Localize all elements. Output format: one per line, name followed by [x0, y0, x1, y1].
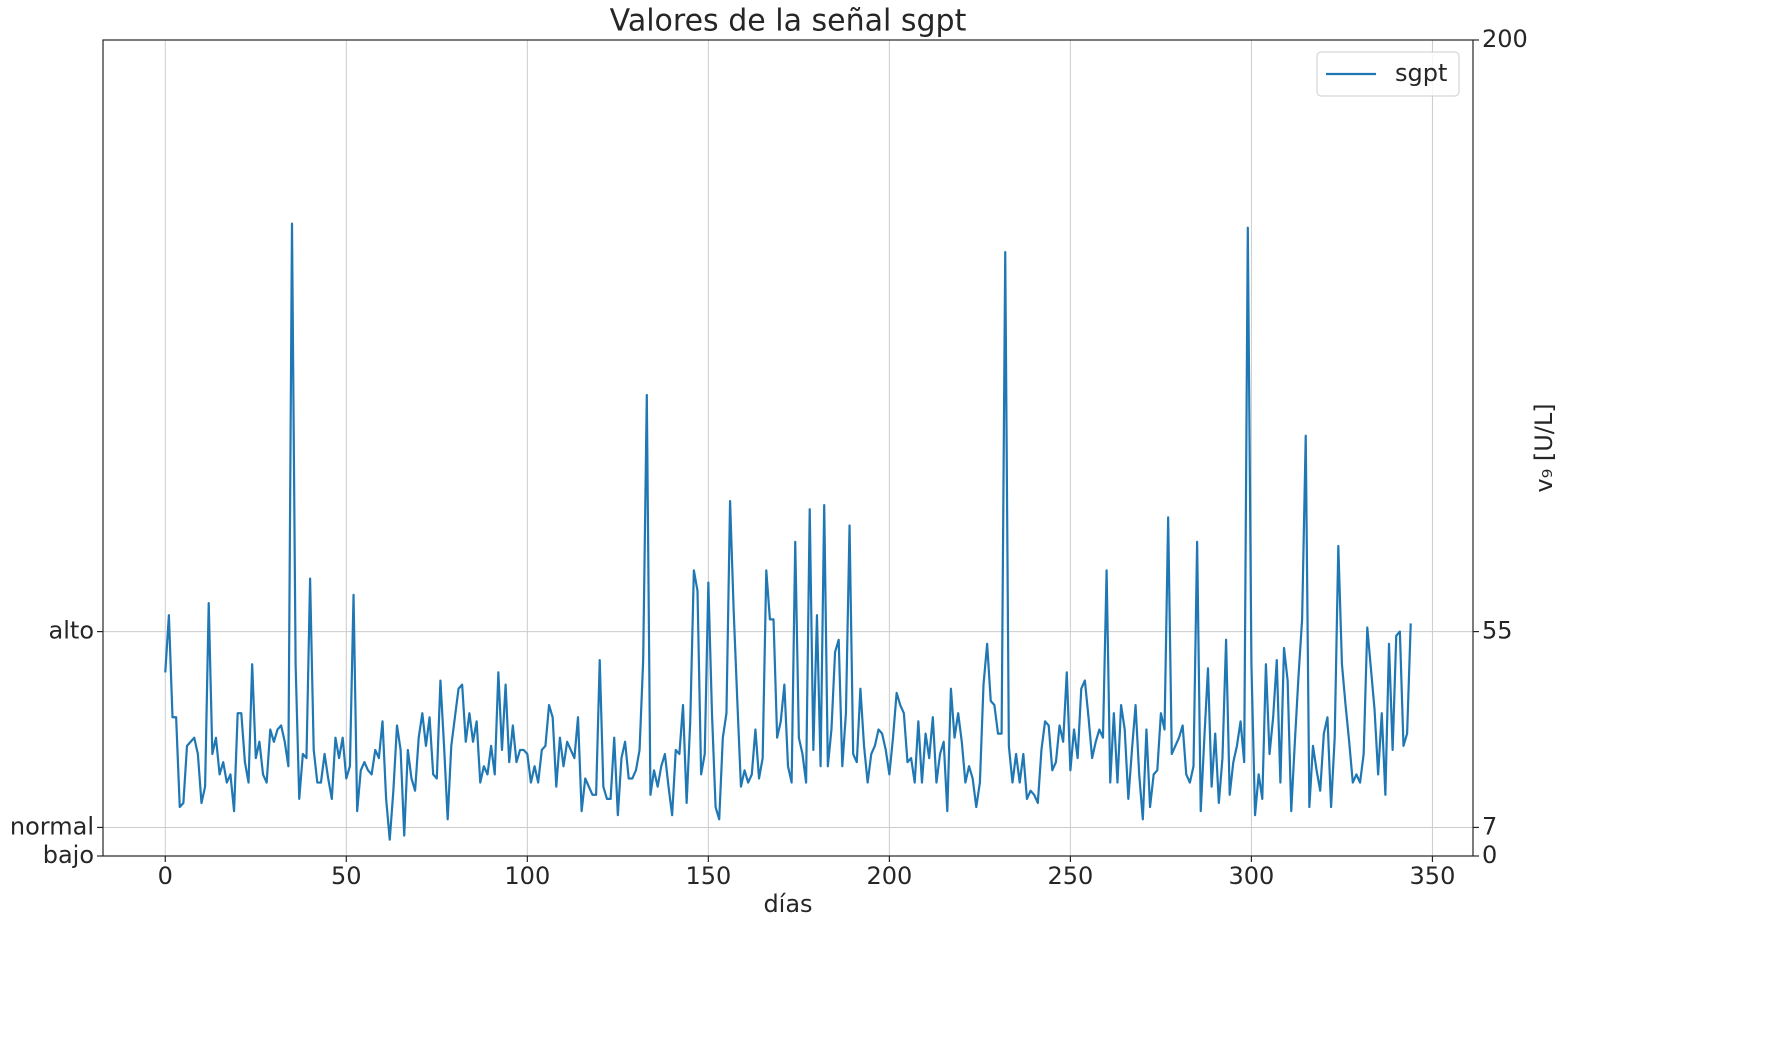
x-tick-label: 150: [685, 862, 731, 890]
y2-tick-label: 55: [1482, 617, 1513, 645]
chart-title: Valores de la señal sgpt: [610, 4, 967, 39]
x-axis-label: días: [763, 890, 812, 918]
y-tick-label: alto: [49, 617, 94, 645]
y2-axis-label: v₉ [U/L]: [1530, 403, 1558, 492]
grid: [103, 40, 1473, 857]
y2-tick-label: 7: [1482, 812, 1497, 840]
x-tick-label: 50: [331, 862, 362, 890]
x-tick-label: 350: [1410, 862, 1456, 890]
y2-tick-label: 200: [1482, 25, 1528, 53]
data-line: [164, 222, 1412, 841]
plot-frame: [102, 39, 1474, 857]
x-tick-label: 100: [504, 862, 550, 890]
y-tick-label: normal: [10, 812, 94, 840]
legend-label: sgpt: [1395, 59, 1447, 87]
legend-box: [1316, 51, 1460, 97]
x-tick-label: 0: [158, 862, 173, 890]
x-tick-label: 300: [1229, 862, 1275, 890]
y-tick-label: bajo: [43, 841, 94, 869]
x-tick-label: 250: [1047, 862, 1093, 890]
y2-tick-label: 0: [1482, 841, 1497, 869]
x-tick-label: 200: [866, 862, 912, 890]
